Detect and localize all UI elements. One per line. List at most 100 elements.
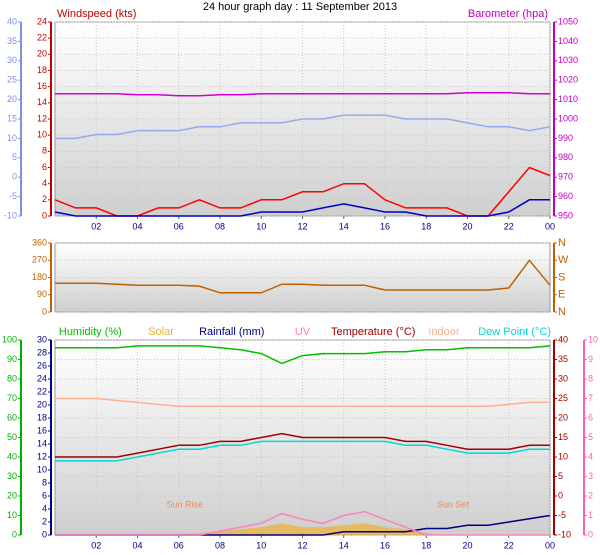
y-tick-label: 270: [32, 255, 47, 265]
x-tick-label: 08: [215, 540, 225, 550]
y-tick-label: 90: [37, 289, 47, 299]
y-tick-label: 990: [558, 133, 573, 143]
y-tick-label: 0: [12, 529, 17, 539]
legend-label: Dew Point (°C): [478, 326, 551, 338]
y-tick-label: 16: [37, 425, 47, 435]
y-tick-label: 0: [42, 306, 47, 316]
y-tick-label: 2: [42, 194, 47, 204]
y-tick-label: 12: [37, 113, 47, 123]
legend-label: Temperature (°C): [331, 326, 415, 338]
x-tick-label: 04: [132, 221, 142, 231]
y-tick-label: 30: [558, 373, 568, 383]
x-tick-label: 22: [504, 221, 514, 231]
y-tick-label: 10: [37, 464, 47, 474]
y-tick-label: 70: [7, 393, 17, 403]
y-tick-label: 80: [7, 373, 17, 383]
y-tick-label: 100: [2, 334, 17, 344]
y-tick-label: -5: [9, 191, 17, 201]
x-tick-label: 02: [91, 221, 101, 231]
y-tick-label: 1030: [558, 55, 578, 65]
y-tick-label: 950: [558, 210, 573, 220]
y-tick-label: 970: [558, 172, 573, 182]
y-tick-label: 360: [32, 237, 47, 247]
series-line: [55, 345, 551, 365]
y-tick-label: 24: [37, 16, 47, 26]
y-tick-label: 0: [42, 529, 47, 539]
y-tick-label: 35: [558, 354, 568, 364]
x-tick-label: 00: [545, 221, 555, 231]
y-tick-label: 8: [42, 477, 47, 487]
y-tick-label: 4: [588, 451, 593, 461]
y-tick-label: 14: [37, 97, 47, 107]
x-tick-label: 06: [174, 540, 184, 550]
y-tick-label: 16: [37, 81, 47, 91]
y-tick-label: 5: [588, 432, 593, 442]
series-line: [55, 259, 551, 294]
series-line: [55, 440, 550, 462]
series-line: [55, 510, 550, 536]
x-tick-label: 16: [380, 221, 390, 231]
x-tick-label: 14: [339, 540, 349, 550]
y-tick-label: N: [558, 306, 566, 318]
series-line: [55, 432, 550, 458]
y-tick-label: W: [558, 254, 569, 266]
x-tick-label: 14: [339, 221, 349, 231]
y-tick-label: N: [558, 237, 566, 249]
y-tick-label: 7: [588, 393, 593, 403]
y-tick-label: 1010: [558, 94, 578, 104]
x-tick-label: 22: [504, 540, 514, 550]
x-tick-label: 00: [545, 540, 555, 550]
y-tick-label: 40: [7, 451, 17, 461]
y-tick-label: 10: [7, 510, 17, 520]
plot-area: [54, 242, 551, 313]
y-tick-label: 0: [558, 490, 563, 500]
y-tick-label: 1020: [558, 75, 578, 85]
y-tick-label: 30: [7, 471, 17, 481]
y-tick-label: 1050: [558, 16, 578, 26]
y-tick-label: 40: [558, 334, 568, 344]
legend-label: Indoor: [428, 326, 460, 338]
x-tick-label: 10: [256, 540, 266, 550]
y-tick-label: 3: [588, 471, 593, 481]
y-tick-label: 4: [42, 503, 47, 513]
x-tick-label: 18: [421, 221, 431, 231]
y-tick-label: 0: [12, 172, 17, 182]
y-tick-label: 10: [37, 130, 47, 140]
series-line: [55, 92, 550, 97]
y-tick-label: 26: [37, 360, 47, 370]
y-tick-label: 2: [42, 516, 47, 526]
y-tick-label: 5: [558, 471, 563, 481]
x-tick-label: 20: [462, 221, 472, 231]
y-tick-label: 0: [588, 529, 593, 539]
y-tick-label: 20: [37, 49, 47, 59]
legend-label: Rainfall (mm): [199, 326, 264, 338]
y-tick-label: 8: [588, 373, 593, 383]
y-tick-label: 10: [558, 451, 568, 461]
x-tick-label: 08: [215, 221, 225, 231]
y-tick-label: 2: [588, 490, 593, 500]
y-tick-label: 6: [42, 162, 47, 172]
y-tick-label: 25: [558, 393, 568, 403]
y-tick-label: E: [558, 289, 565, 301]
legend-label: UV: [295, 326, 311, 338]
y-tick-label: 25: [7, 75, 17, 85]
y-tick-label: 4: [42, 178, 47, 188]
y-tick-label: 20: [37, 399, 47, 409]
y-tick-label: 24: [37, 373, 47, 383]
y-tick-label: 1000: [558, 113, 578, 123]
legend-label: Humidity (%): [59, 326, 122, 338]
y-tick-label: 90: [7, 354, 17, 364]
axis-label: Barometer (hpa): [468, 8, 548, 20]
series-line: [55, 397, 550, 408]
x-tick-label: 04: [132, 540, 142, 550]
y-tick-label: 14: [37, 438, 47, 448]
y-tick-label: 20: [7, 94, 17, 104]
y-tick-label: 12: [37, 451, 47, 461]
y-tick-label: 40: [7, 16, 17, 26]
y-tick-label: 10: [588, 334, 598, 344]
y-tick-label: -10: [558, 529, 571, 539]
y-tick-label: 18: [37, 412, 47, 422]
x-tick-label: 20: [462, 540, 472, 550]
y-tick-label: 15: [558, 432, 568, 442]
series-line: [55, 114, 551, 140]
